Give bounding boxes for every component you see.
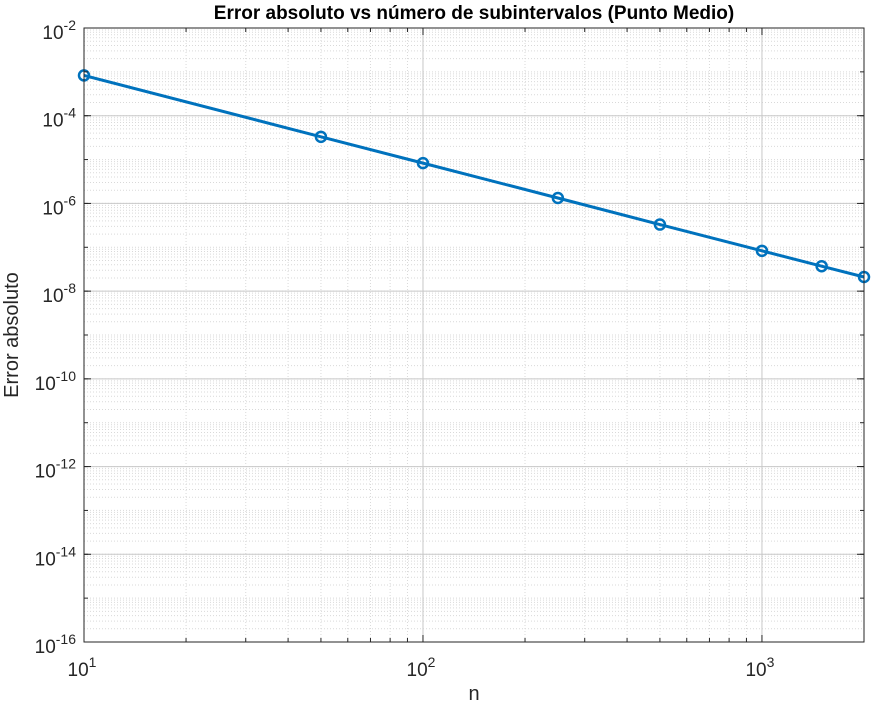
chart-title: Error absoluto vs número de subintervalo…: [214, 3, 734, 24]
x-axis-title: n: [468, 683, 479, 704]
y-tick-label: 10-14: [35, 543, 77, 570]
y-tick-label: 10-2: [42, 17, 76, 44]
x-tick-label: 102: [407, 654, 436, 681]
y-tick-label: 10-6: [42, 192, 76, 219]
axis-ticks: [83, 27, 864, 643]
y-tick-labels: 10-2 10-4 10-6 10-8 10-10 10-12 10-14 10-16: [35, 17, 77, 658]
data-point-marker: [653, 218, 667, 231]
minor-grid: [84, 28, 864, 642]
y-tick-label: 10-4: [42, 105, 76, 132]
x-tick-labels: 101 102 103: [68, 654, 775, 681]
data-point-marker: [416, 156, 430, 170]
data-point-marker: [755, 244, 769, 258]
data-point-marker: [815, 259, 828, 273]
y-tick-label: 10-10: [35, 368, 77, 395]
data-point-marker: [314, 130, 328, 144]
y-tick-label: 10-16: [35, 631, 77, 658]
x-tick-label: 103: [745, 654, 774, 681]
data-point-marker: [551, 191, 565, 205]
y-axis-title: Error absoluto: [1, 272, 23, 398]
y-tick-label: 10-12: [35, 456, 77, 483]
y-tick-label: 10-8: [42, 280, 76, 307]
x-tick-label: 101: [68, 654, 97, 681]
series-line: [83, 73, 865, 279]
